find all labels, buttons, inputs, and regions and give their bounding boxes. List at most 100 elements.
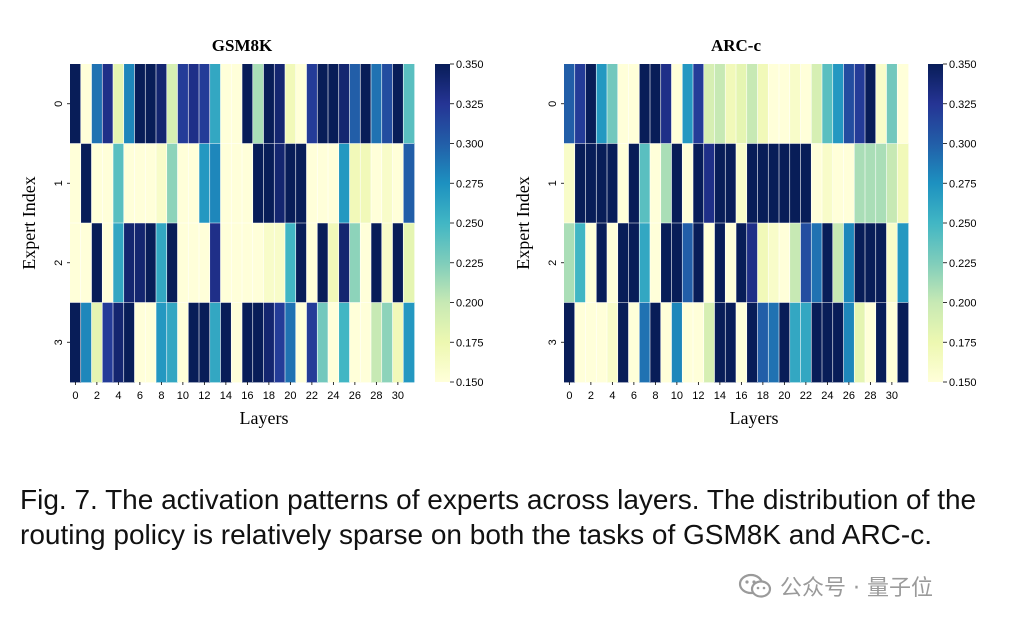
- heatmap-cell: [220, 223, 232, 303]
- heatmap-cell: [381, 143, 393, 224]
- x-tick-label: 12: [692, 390, 704, 402]
- x-tick-label: 6: [137, 390, 143, 402]
- heatmap-cell: [306, 64, 318, 144]
- x-tick-label: 28: [864, 390, 876, 402]
- heatmap-cell: [660, 64, 672, 144]
- heatmap-cell: [242, 64, 254, 144]
- y-tick-label: 1: [547, 180, 559, 186]
- heatmap-cell: [392, 302, 404, 383]
- heatmap-cell: [875, 64, 887, 144]
- colorbar-tick-label: 0.325: [949, 99, 977, 111]
- y-tick-labels: 0 1 2 3: [53, 101, 70, 345]
- heatmap-cell: [671, 302, 683, 383]
- heatmap-cell: [166, 64, 178, 144]
- heatmap-cell: [231, 64, 243, 144]
- colorbar-tick-label: 0.300: [949, 139, 977, 151]
- y-tick-label: 3: [53, 339, 65, 345]
- heatmap-cell: [199, 302, 211, 383]
- heatmap-cell: [779, 143, 791, 224]
- heatmap-cell: [91, 64, 103, 144]
- heatmap-cell: [757, 223, 769, 303]
- heatmap-cell: [822, 64, 834, 144]
- heatmap-cell: [274, 302, 286, 383]
- x-axis-label: Layers: [730, 408, 779, 428]
- x-tick-label: 0: [72, 390, 78, 402]
- heatmap-cell: [263, 143, 275, 224]
- heatmap-cell: [209, 223, 221, 303]
- heatmap-cell: [403, 302, 415, 383]
- x-tick-label: 26: [349, 390, 361, 402]
- y-tick-label: 0: [547, 101, 559, 107]
- heatmap-cell: [832, 143, 844, 224]
- heatmap-cell: [403, 64, 415, 144]
- heatmap-cell: [102, 302, 114, 383]
- heatmap-cell: [854, 302, 866, 383]
- heatmap-cell: [865, 223, 877, 303]
- heatmap-cell: [736, 143, 748, 224]
- figure-caption: Fig. 7. The activation patterns of exper…: [20, 484, 977, 550]
- x-tick-label: 22: [306, 390, 318, 402]
- y-tick-labels: 0 1 2 3: [547, 101, 564, 345]
- heatmap-cell: [682, 223, 694, 303]
- heatmap-cell: [252, 143, 264, 224]
- heatmap-cell: [897, 223, 909, 303]
- heatmap-cell: [725, 302, 737, 383]
- heatmap-cell: [306, 223, 318, 303]
- heatmap-cell: [660, 302, 672, 383]
- x-tick-labels: 0 2 4 6 8 10 12 14 16 18 20 22 24 26 28 30: [72, 382, 404, 402]
- heatmap-cell: [123, 64, 135, 144]
- heatmap-cell: [843, 223, 855, 303]
- heatmap-cell: [800, 302, 812, 383]
- heatmap-cell: [757, 302, 769, 383]
- x-tick-label: 28: [370, 390, 382, 402]
- heatmap-cell: [166, 143, 178, 224]
- heatmap-cell: [188, 302, 200, 383]
- heatmap-cell: [166, 302, 178, 383]
- heatmap-cell: [188, 143, 200, 224]
- y-tick-label: 0: [53, 101, 65, 107]
- heatmap-cell: [628, 64, 640, 144]
- heatmap-cell: [811, 143, 823, 224]
- heatmap-cell: [123, 143, 135, 224]
- heatmap-cell: [639, 302, 651, 383]
- heatmap-cell: [188, 223, 200, 303]
- heatmap-cell: [295, 143, 307, 224]
- heatmap-cell: [671, 223, 683, 303]
- heatmap-cell: [832, 223, 844, 303]
- heatmap-cell: [703, 302, 715, 383]
- heatmap-cell: [91, 302, 103, 383]
- heatmap-cell: [800, 223, 812, 303]
- heatmap-cell: [328, 143, 340, 224]
- heatmap-cell: [897, 302, 909, 383]
- heatmap-cell: [703, 64, 715, 144]
- colorbar-gradient: [928, 64, 943, 382]
- heatmap-cell: [113, 143, 125, 224]
- heatmap-cell: [746, 64, 758, 144]
- heatmap-cell: [123, 302, 135, 383]
- heatmap-cell: [768, 223, 780, 303]
- x-tick-label: 22: [800, 390, 812, 402]
- heatmap-cell: [865, 143, 877, 224]
- heatmap-cell: [639, 64, 651, 144]
- heatmap-cell: [166, 223, 178, 303]
- heatmap-cell: [703, 223, 715, 303]
- heatmap-cell: [843, 64, 855, 144]
- heatmap-cell: [80, 302, 92, 383]
- heatmap-cell: [596, 223, 608, 303]
- heatmap-cell: [639, 223, 651, 303]
- heatmap-cell: [714, 302, 726, 383]
- heatmap-cell: [263, 223, 275, 303]
- heatmap-cell: [188, 64, 200, 144]
- heatmap-cell: [897, 143, 909, 224]
- heatmap-cell: [757, 64, 769, 144]
- heatmap-cell: [585, 64, 597, 144]
- heatmap-cell: [639, 143, 651, 224]
- heatmap-cell: [123, 223, 135, 303]
- heatmap-cell: [231, 143, 243, 224]
- heatmap-cell: [779, 64, 791, 144]
- heatmap-cell: [242, 302, 254, 383]
- heatmap-cell: [886, 143, 898, 224]
- heatmap-cell: [617, 143, 629, 224]
